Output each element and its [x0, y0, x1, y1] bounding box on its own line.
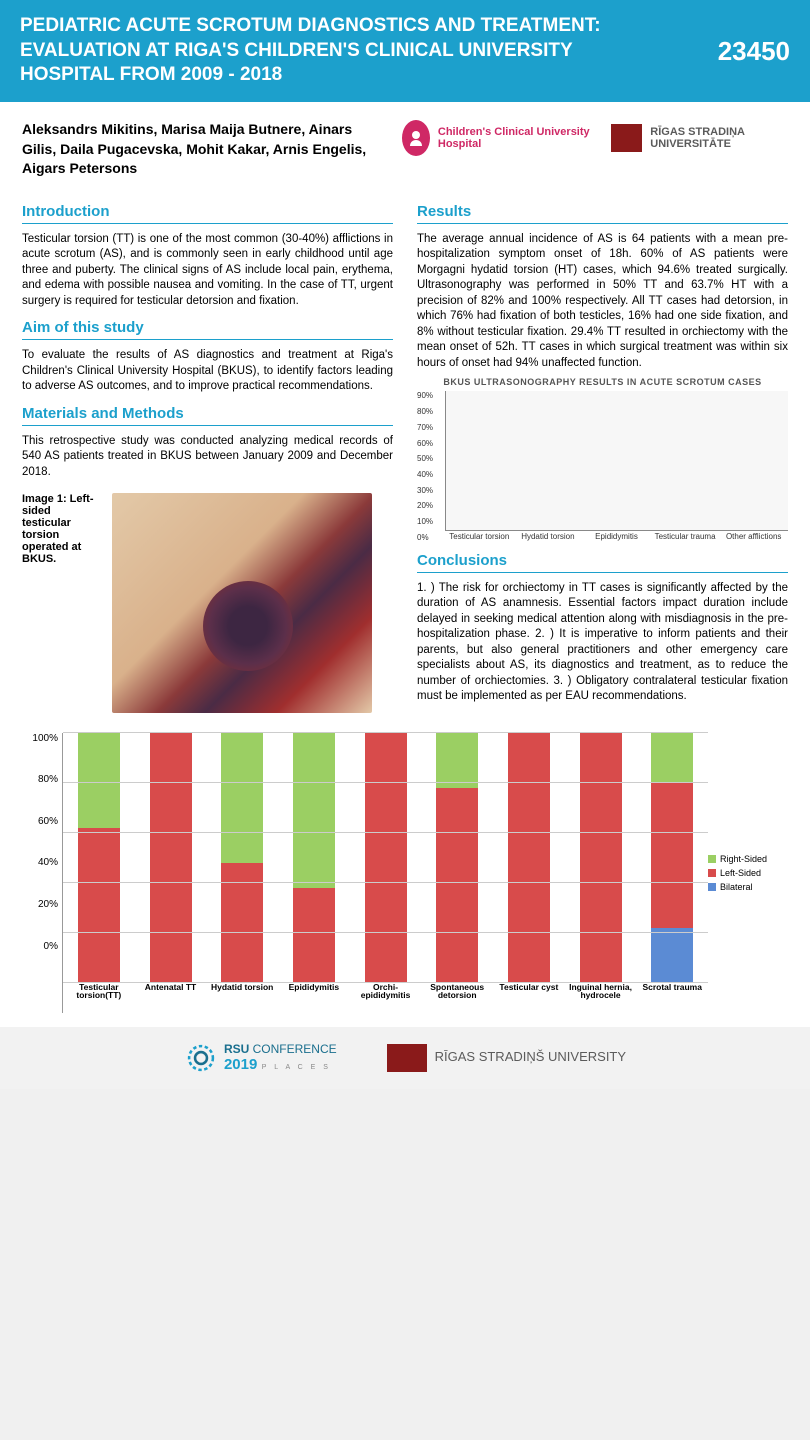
chart2-segment	[365, 733, 407, 983]
hospital-label: Children's Clinical University Hospital	[438, 126, 591, 150]
chart2-segment	[78, 828, 120, 983]
chart1-category-label: Hydatid torsion	[514, 531, 583, 541]
chart1-category-label: Testicular trauma	[651, 531, 720, 541]
laterality-stacked-chart: 100%80%60%40%20%0% Testicular torsion(TT…	[0, 723, 810, 1027]
hospital-icon	[402, 120, 430, 156]
ultrasonography-bar-chart: BKUS ULTRASONOGRAPHY RESULTS IN ACUTE SC…	[417, 377, 788, 541]
chart2-segment	[293, 888, 335, 983]
footer-university-icon	[387, 1044, 427, 1072]
poster-id: 23450	[718, 36, 790, 67]
chart2-category-label: Spontaneous detorsion	[421, 983, 493, 1013]
chart2-segment	[221, 733, 263, 863]
chart2-category-label: Testicular cyst	[499, 983, 558, 1013]
authors: Aleksandrs Mikitins, Marisa Maija Butner…	[22, 120, 382, 179]
chart2-category-label: Testicular torsion(TT)	[63, 983, 135, 1013]
chart1-category-label: Other afflictions	[719, 531, 788, 541]
chart2-category-label: Inguinal hernia, hydrocele	[565, 983, 637, 1013]
section-intro-text: Testicular torsion (TT) is one of the mo…	[22, 232, 393, 310]
chart2-segment	[651, 733, 693, 783]
chart1-title: BKUS ULTRASONOGRAPHY RESULTS IN ACUTE SC…	[417, 377, 788, 387]
chart2-legend-label: Bilateral	[720, 882, 753, 892]
chart1-x-axis: Testicular torsionHydatid torsionEpididy…	[445, 531, 788, 541]
chart2-segment	[436, 733, 478, 788]
section-conclusions-text: 1. ) The risk for orchiectomy in TT case…	[417, 581, 788, 705]
poster-title: PEDIATRIC ACUTE SCROTUM DIAGNOSTICS AND …	[20, 14, 620, 88]
chart2-segment	[651, 783, 693, 928]
chart2-y-axis: 100%80%60%40%20%0%	[22, 733, 62, 1013]
chart2-segment	[651, 928, 693, 983]
right-column: Results The average annual incidence of …	[417, 193, 788, 713]
figure-1-image	[112, 493, 372, 713]
chart2-segment	[150, 733, 192, 983]
section-methods-title: Materials and Methods	[22, 405, 393, 426]
figure-1-caption: Image 1: Left-sided testicular torsion o…	[22, 493, 102, 713]
chart2-segment	[78, 733, 120, 828]
chart2-category-label: Hydatid torsion	[211, 983, 273, 1013]
footer-university-label: RĪGAS STRADIŅŠ UNIVERSITY	[435, 1050, 626, 1064]
conference-logo: RSU CONFERENCE 2019 P L A C E S	[184, 1041, 337, 1075]
section-methods-text: This retrospective study was conducted a…	[22, 434, 393, 481]
chart2-segment	[221, 863, 263, 983]
chart2-segment	[436, 788, 478, 983]
chart1-plot-area	[445, 391, 788, 531]
header-bar: PEDIATRIC ACUTE SCROTUM DIAGNOSTICS AND …	[0, 0, 810, 102]
hospital-logo: Children's Clinical University Hospital	[402, 120, 591, 156]
chart1-y-axis: 90%80%70%60%50%40%30%20%10%0%	[417, 391, 433, 541]
section-conclusions-title: Conclusions	[417, 552, 788, 573]
chart2-segment	[508, 733, 550, 983]
chart2-category-label: Orchi-epididymitis	[350, 983, 422, 1013]
chart2-category-label: Antenatal TT	[145, 983, 196, 1013]
footer-university-logo: RĪGAS STRADIŅŠ UNIVERSITY	[387, 1044, 626, 1072]
chart2-legend-label: Left-Sided	[720, 868, 761, 878]
chart2-plot-area: Testicular torsion(TT) Antenatal TT Hydati…	[62, 733, 708, 1013]
footer: RSU CONFERENCE 2019 P L A C E S RĪGAS ST…	[0, 1027, 810, 1089]
conference-tag: P L A C E S	[262, 1064, 331, 1071]
authors-logos-row: Aleksandrs Mikitins, Marisa Maija Butner…	[0, 102, 810, 189]
chart1-category-label: Testicular torsion	[445, 531, 514, 541]
poster-root: PEDIATRIC ACUTE SCROTUM DIAGNOSTICS AND …	[0, 0, 810, 1089]
university-logo: RĪGAS STRADIŅA UNIVERSITĀTE	[611, 124, 788, 152]
conference-icon	[184, 1041, 218, 1075]
chart2-legend-label: Right-Sided	[720, 854, 767, 864]
section-aim-text: To evaluate the results of AS diagnostic…	[22, 348, 393, 395]
university-label: RĪGAS STRADIŅA UNIVERSITĀTE	[650, 126, 788, 150]
section-results-text: The average annual incidence of AS is 64…	[417, 232, 788, 372]
conference-year: 2019	[224, 1056, 257, 1073]
affiliation-logos: Children's Clinical University Hospital …	[402, 120, 788, 156]
chart2-category-label: Epididymitis	[289, 983, 340, 1013]
conference-name: RSU CONFERENCE	[224, 1042, 337, 1056]
left-column: Introduction Testicular torsion (TT) is …	[22, 193, 393, 713]
chart2-legend: Right-Sided Left-Sided Bilateral	[708, 733, 788, 1013]
university-icon	[611, 124, 642, 152]
two-column-body: Introduction Testicular torsion (TT) is …	[0, 189, 810, 723]
figure-1: Image 1: Left-sided testicular torsion o…	[22, 493, 393, 713]
chart2-segment	[293, 733, 335, 888]
section-intro-title: Introduction	[22, 203, 393, 224]
chart2-segment	[580, 733, 622, 983]
chart2-category-label: Scrotal trauma	[642, 983, 702, 1013]
chart1-category-label: Epididymitis	[582, 531, 651, 541]
section-aim-title: Aim of this study	[22, 319, 393, 340]
section-results-title: Results	[417, 203, 788, 224]
